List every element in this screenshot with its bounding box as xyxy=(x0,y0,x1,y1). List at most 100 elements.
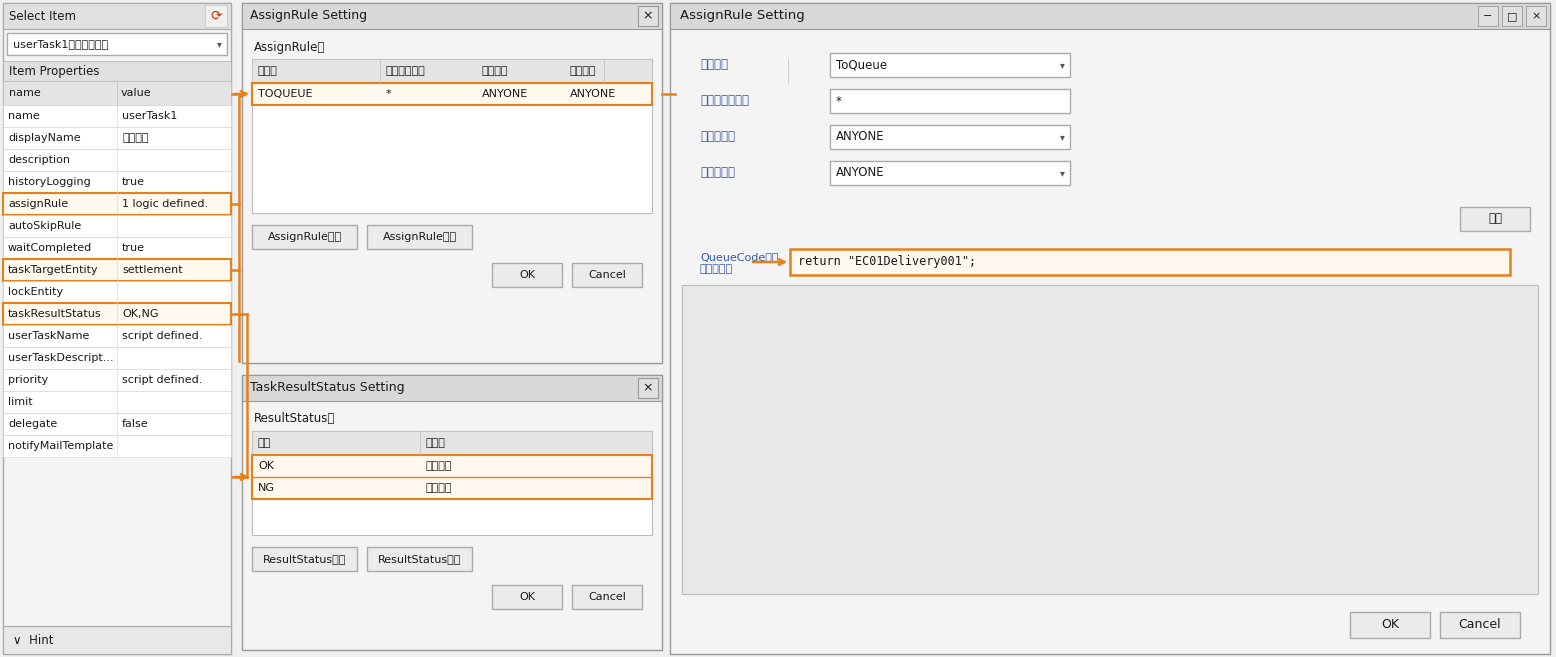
FancyBboxPatch shape xyxy=(3,347,230,369)
FancyBboxPatch shape xyxy=(638,378,658,398)
FancyBboxPatch shape xyxy=(573,585,643,609)
Text: name: name xyxy=(9,88,40,98)
Text: historyLogging: historyLogging xyxy=(8,177,90,187)
Text: Cancel: Cancel xyxy=(588,592,626,602)
FancyBboxPatch shape xyxy=(243,3,661,29)
Text: delegate: delegate xyxy=(8,419,58,429)
FancyBboxPatch shape xyxy=(1478,6,1498,26)
Text: userTask1（配送処理）: userTask1（配送処理） xyxy=(12,39,107,49)
Text: 名前: 名前 xyxy=(258,438,271,448)
Text: value: value xyxy=(121,88,151,98)
FancyBboxPatch shape xyxy=(492,585,562,609)
Text: AssignRule Setting: AssignRule Setting xyxy=(251,9,367,22)
FancyBboxPatch shape xyxy=(829,89,1071,113)
FancyBboxPatch shape xyxy=(3,3,230,29)
Text: priority: priority xyxy=(8,375,48,385)
FancyBboxPatch shape xyxy=(573,263,643,287)
FancyBboxPatch shape xyxy=(638,6,658,26)
Text: assignRule: assignRule xyxy=(8,199,68,209)
FancyBboxPatch shape xyxy=(492,263,562,287)
Text: ANYONE: ANYONE xyxy=(569,89,616,99)
FancyBboxPatch shape xyxy=(243,3,661,363)
Text: waitCompleted: waitCompleted xyxy=(8,243,92,253)
FancyBboxPatch shape xyxy=(205,5,227,27)
Text: userTaskName: userTaskName xyxy=(8,331,89,341)
Text: OK: OK xyxy=(520,592,535,602)
FancyBboxPatch shape xyxy=(3,435,230,457)
FancyBboxPatch shape xyxy=(1460,207,1530,231)
Text: −: − xyxy=(1483,11,1492,21)
FancyBboxPatch shape xyxy=(252,547,356,571)
FancyBboxPatch shape xyxy=(243,375,661,650)
Text: ▾: ▾ xyxy=(1060,60,1064,70)
Text: description: description xyxy=(8,155,70,165)
Text: ResultStatus追加: ResultStatus追加 xyxy=(263,554,345,564)
FancyBboxPatch shape xyxy=(252,59,652,213)
Text: 1 logic defined.: 1 logic defined. xyxy=(121,199,209,209)
Text: 割当種別: 割当種別 xyxy=(482,66,509,76)
Text: OK: OK xyxy=(520,270,535,280)
Text: 完了条件：: 完了条件： xyxy=(700,166,734,179)
Text: OK: OK xyxy=(1382,618,1399,631)
Text: taskTargetEntity: taskTargetEntity xyxy=(8,265,98,275)
Text: true: true xyxy=(121,177,145,187)
Text: 割当種別：: 割当種別： xyxy=(700,131,734,143)
FancyBboxPatch shape xyxy=(3,259,230,281)
Text: 表示名: 表示名 xyxy=(426,438,447,448)
Text: 適用フロー名: 適用フロー名 xyxy=(386,66,426,76)
Text: NG: NG xyxy=(258,483,275,493)
Text: Cancel: Cancel xyxy=(1458,618,1502,631)
Text: OK,NG: OK,NG xyxy=(121,309,159,319)
FancyBboxPatch shape xyxy=(1526,6,1547,26)
Text: タイプ: タイプ xyxy=(258,66,279,76)
FancyBboxPatch shape xyxy=(252,59,652,83)
FancyBboxPatch shape xyxy=(3,303,230,325)
FancyBboxPatch shape xyxy=(1351,612,1430,638)
Text: OK: OK xyxy=(258,461,274,471)
Text: ▾: ▾ xyxy=(1060,132,1064,142)
Text: Select Item: Select Item xyxy=(9,9,76,22)
Text: AssignRule追加: AssignRule追加 xyxy=(268,232,342,242)
Text: ▾: ▾ xyxy=(1060,168,1064,178)
FancyBboxPatch shape xyxy=(3,127,230,149)
Text: limit: limit xyxy=(8,397,33,407)
Text: *: * xyxy=(386,89,392,99)
Text: Item Properties: Item Properties xyxy=(9,64,100,78)
Text: AssignRule削除: AssignRule削除 xyxy=(383,232,456,242)
Text: Cancel: Cancel xyxy=(588,270,626,280)
Text: 配送処理: 配送処理 xyxy=(121,133,148,143)
Text: ANYONE: ANYONE xyxy=(482,89,527,99)
FancyBboxPatch shape xyxy=(790,249,1509,275)
FancyBboxPatch shape xyxy=(682,285,1537,594)
Text: false: false xyxy=(121,419,149,429)
Text: ⟳: ⟳ xyxy=(210,9,223,23)
Text: 編集: 編集 xyxy=(1488,212,1502,225)
Text: ResultStatus削除: ResultStatus削除 xyxy=(378,554,461,564)
FancyBboxPatch shape xyxy=(367,547,471,571)
Text: 完了条件: 完了条件 xyxy=(569,66,596,76)
FancyBboxPatch shape xyxy=(252,431,652,535)
FancyBboxPatch shape xyxy=(829,53,1071,77)
Text: □: □ xyxy=(1506,11,1517,21)
FancyBboxPatch shape xyxy=(1502,6,1522,26)
Text: ResultStatus：: ResultStatus： xyxy=(254,413,336,426)
Text: script defined.: script defined. xyxy=(121,331,202,341)
FancyBboxPatch shape xyxy=(1439,612,1520,638)
FancyBboxPatch shape xyxy=(3,149,230,171)
FancyBboxPatch shape xyxy=(3,3,230,654)
FancyBboxPatch shape xyxy=(243,375,661,401)
Text: ×: × xyxy=(643,9,654,22)
FancyBboxPatch shape xyxy=(3,105,230,127)
Text: *: * xyxy=(836,95,842,108)
Text: ANYONE: ANYONE xyxy=(836,131,885,143)
Text: 配送完了: 配送完了 xyxy=(426,461,453,471)
Text: TaskResultStatus Setting: TaskResultStatus Setting xyxy=(251,382,405,394)
FancyBboxPatch shape xyxy=(3,81,230,105)
Text: ロジック：: ロジック： xyxy=(700,264,733,274)
FancyBboxPatch shape xyxy=(3,193,230,215)
FancyBboxPatch shape xyxy=(3,171,230,193)
Text: notifyMailTemplate: notifyMailTemplate xyxy=(8,441,114,451)
Text: userTask1: userTask1 xyxy=(121,111,177,121)
FancyBboxPatch shape xyxy=(252,83,652,105)
FancyBboxPatch shape xyxy=(3,215,230,237)
